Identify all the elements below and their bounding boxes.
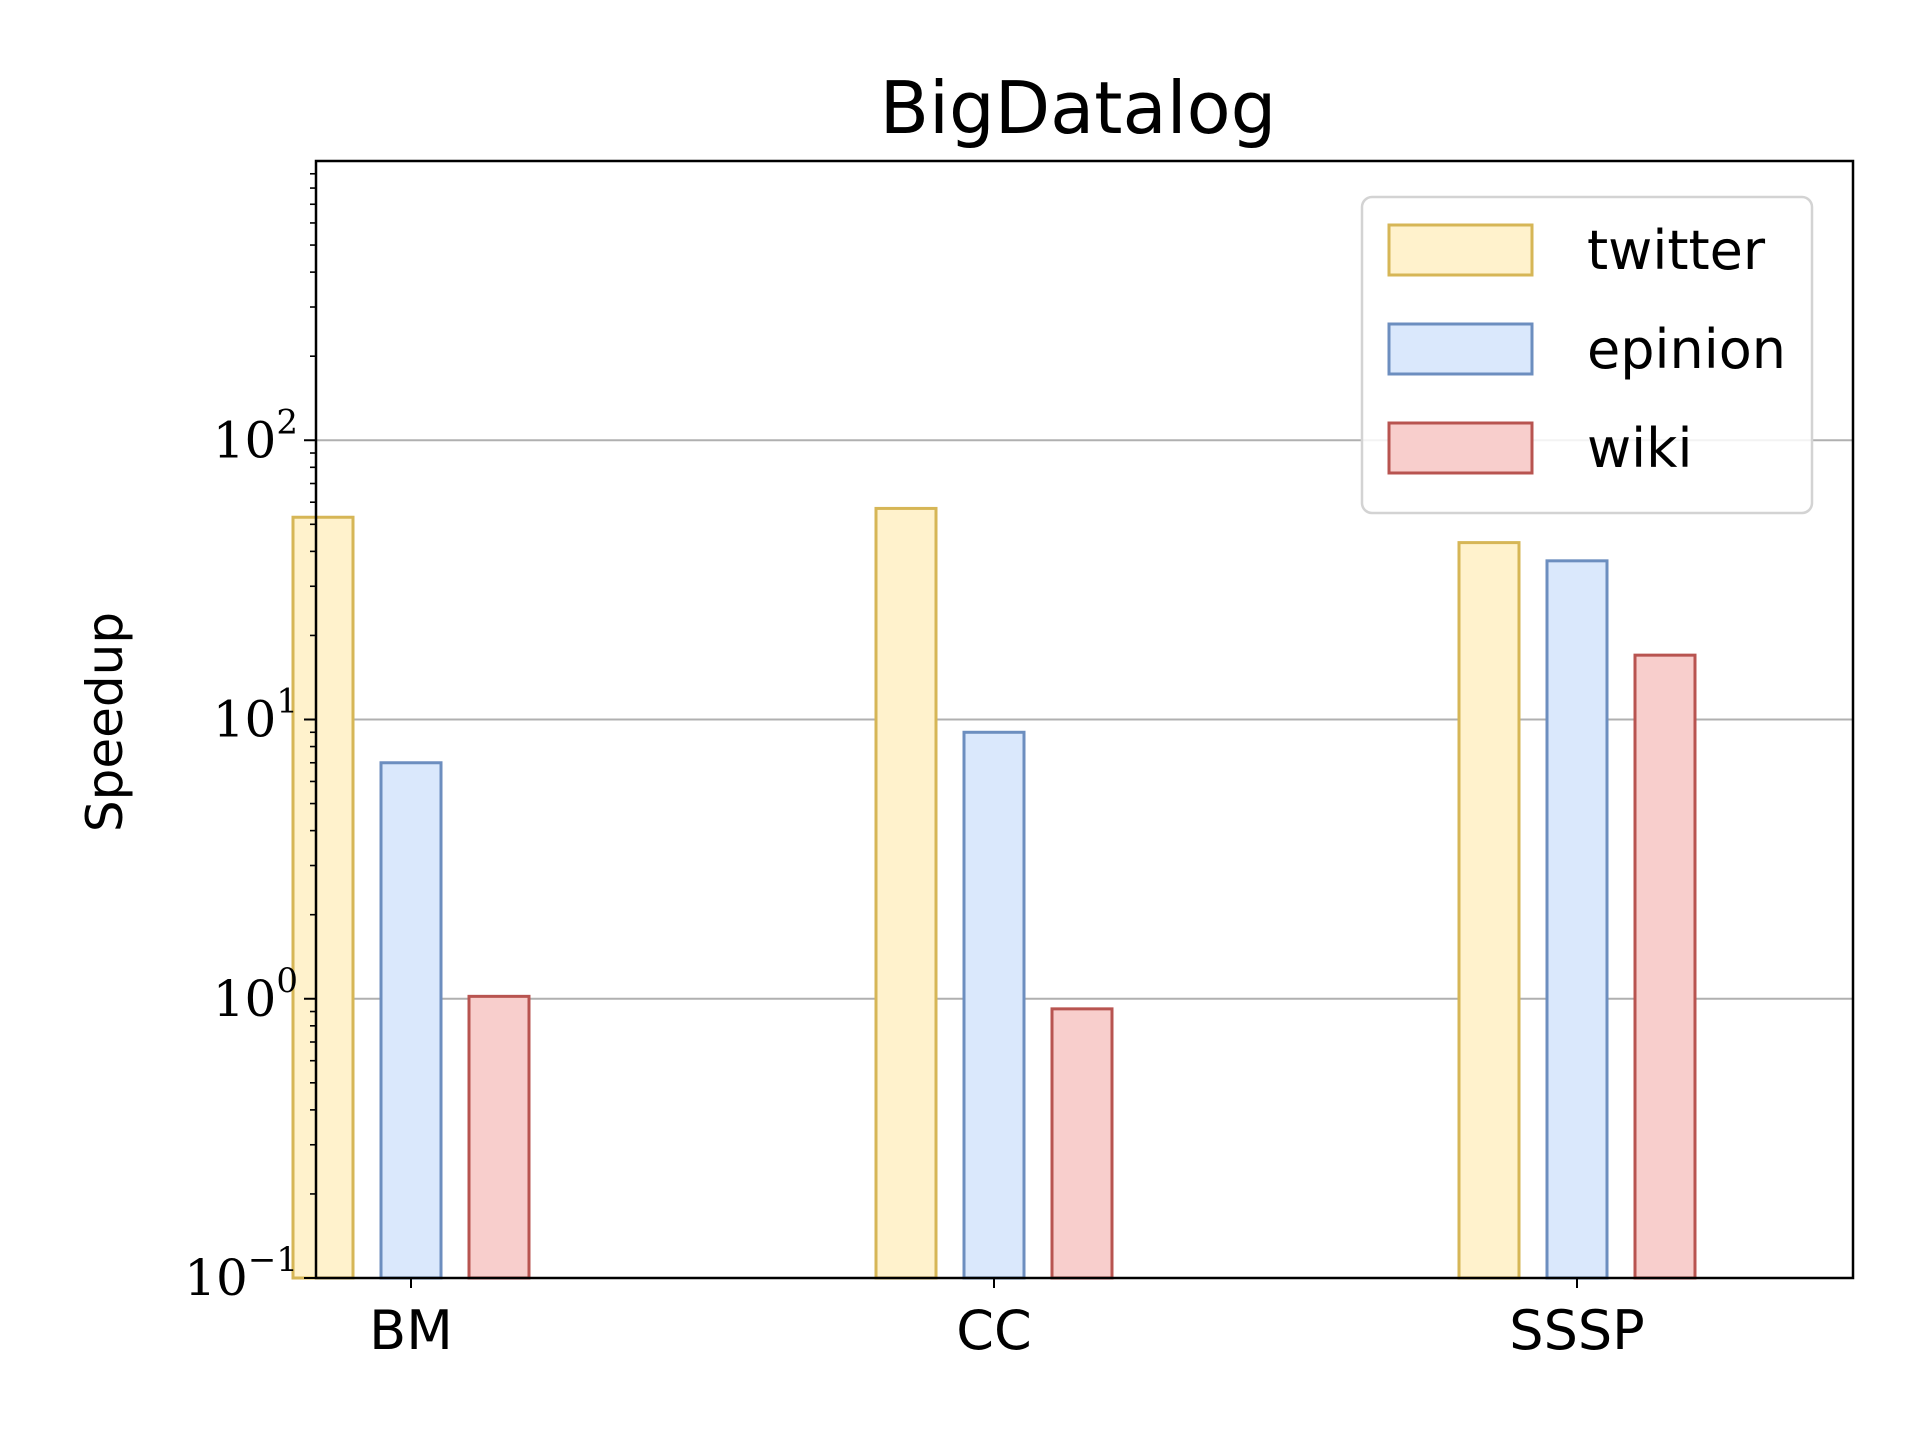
bar-twitter-sssp [1457,541,1521,1280]
bar-epinion-bm [379,761,443,1280]
legend-label-epinion: epinion [1587,318,1786,381]
tick-labels: BM CC SSSP 10−1 100 101 102 [184,402,1644,1362]
legend-swatch-wiki [1387,421,1534,475]
bar-wiki-sssp [1633,653,1697,1280]
y-axis-label: Speedup [76,612,134,832]
y-tick-label: 101 [213,682,298,749]
bar-wiki-bm [467,994,531,1280]
bar-twitter-bm [291,515,355,1280]
y-tick-label: 100 [213,961,298,1028]
x-tick-label-bm: BM [369,1299,453,1362]
y-tick-label: 10−1 [184,1240,298,1307]
legend-swatch-twitter [1387,223,1534,277]
bar-wiki-cc [1050,1007,1114,1280]
axes [304,159,1855,1288]
legend-label-twitter: twitter [1587,219,1766,282]
chart-title: BigDatalog [880,66,1277,150]
bar-twitter-cc [874,506,938,1280]
y-tick-label: 102 [213,402,298,469]
x-tick-label-sssp: SSSP [1509,1299,1644,1362]
bar-epinion-sssp [1545,559,1609,1280]
bars [291,506,1697,1280]
legend-label-wiki: wiki [1587,417,1692,480]
grid-lines [316,439,1853,1000]
bar-epinion-cc [962,730,1026,1280]
legend: twitter epinion wiki [1360,195,1814,515]
plot-frame [314,159,1855,1280]
x-tick-label-cc: CC [956,1299,1031,1362]
legend-swatch-epinion [1387,322,1534,376]
